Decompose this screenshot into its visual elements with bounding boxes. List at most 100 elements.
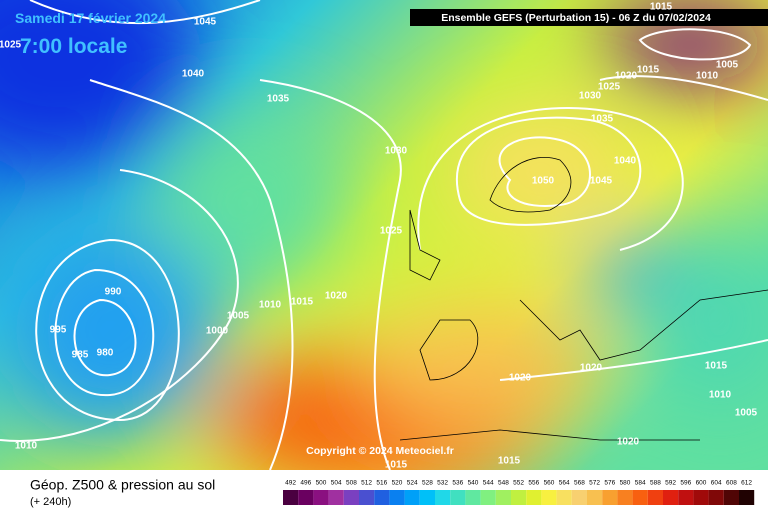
isobar-label: 1010 — [15, 441, 38, 452]
isobar-label: 1045 — [194, 17, 217, 28]
scale-label: 592 — [665, 480, 676, 487]
scale-label: 536 — [452, 480, 463, 487]
scale-label: 560 — [544, 480, 555, 487]
scale-swatch — [526, 490, 542, 505]
scale-label: 508 — [346, 480, 357, 487]
scale-swatch — [343, 490, 359, 505]
scale-swatch — [647, 490, 663, 505]
scale-label: 564 — [559, 480, 570, 487]
footer-title: Géop. Z500 & pression au sol — [30, 477, 215, 493]
scale-swatch — [632, 490, 648, 505]
scale-label: 496 — [300, 480, 311, 487]
isobar-label: 1035 — [591, 114, 614, 125]
isobar-label: 995 — [50, 325, 67, 336]
isobar-label: 1040 — [614, 156, 637, 167]
scale-swatch — [450, 490, 466, 505]
isobar-label: 1015 — [637, 65, 660, 76]
scale-label: 524 — [407, 480, 418, 487]
banner-bg — [410, 9, 768, 26]
isobar-label: 1025 — [380, 226, 403, 237]
isobar-label: 1025 — [598, 82, 621, 93]
scale-swatch — [495, 490, 511, 505]
scale-label: 608 — [726, 480, 737, 487]
scale-swatch — [556, 490, 572, 505]
isobar-label: 1015 — [650, 2, 673, 13]
scale-swatch — [571, 490, 587, 505]
isobar-label: 1010 — [696, 71, 719, 82]
isobar-label: 1035 — [267, 94, 290, 105]
scale-swatch — [739, 490, 755, 505]
scale-label: 532 — [437, 480, 448, 487]
scale-label: 580 — [620, 480, 631, 487]
scale-label: 612 — [741, 480, 752, 487]
isobar-label: 1045 — [590, 176, 613, 187]
scale-label: 540 — [468, 480, 479, 487]
map-field — [0, 0, 768, 490]
isobar-label: 1005 — [227, 311, 250, 322]
scale-label: 552 — [513, 480, 524, 487]
isobar-label: 1010 — [709, 390, 732, 401]
isobar-label: 1010 — [259, 300, 282, 311]
scale-swatch — [723, 490, 739, 505]
isobar-label: 1015 — [291, 297, 314, 308]
scale-swatch — [511, 490, 527, 505]
isobar-label: 980 — [97, 348, 114, 359]
scale-label: 568 — [574, 480, 585, 487]
scale-label: 596 — [680, 480, 691, 487]
isobar-label: 1030 — [579, 91, 602, 102]
scale-label: 588 — [650, 480, 661, 487]
scale-label: 500 — [316, 480, 327, 487]
date: Samedi 17 février 2024 — [15, 10, 166, 26]
scale-label: 604 — [711, 480, 722, 487]
isobar-label: 1025 — [0, 40, 22, 51]
scale-swatch — [708, 490, 724, 505]
scale-label: 504 — [331, 480, 342, 487]
footer-lead: (+ 240h) — [30, 496, 71, 508]
isobar-label: 1020 — [580, 363, 603, 374]
scale-label: 544 — [483, 480, 494, 487]
isobar-label: 990 — [105, 287, 122, 298]
scale-label: 572 — [589, 480, 600, 487]
scale-swatch — [328, 490, 344, 505]
scale-swatch — [313, 490, 329, 505]
isobar-label: 1000 — [206, 326, 229, 337]
isobar-label: 1020 — [509, 373, 532, 384]
isobar-label: 985 — [72, 350, 89, 361]
scale-swatch — [419, 490, 435, 505]
time: 7:00 locale — [20, 35, 127, 58]
isobar-label: 1015 — [385, 460, 408, 471]
isobar-label: 1050 — [532, 176, 555, 187]
isobar-label: 1020 — [325, 291, 348, 302]
scale-swatch — [283, 490, 299, 505]
scale-swatch — [617, 490, 633, 505]
scale-swatch — [359, 490, 375, 505]
scale-swatch — [480, 490, 496, 505]
isobar-label: 1005 — [716, 60, 739, 71]
scale-swatch — [435, 490, 451, 505]
banner: Ensemble GEFS (Perturbation 15) - 06 Z d… — [441, 12, 711, 24]
scale-swatch — [404, 490, 420, 505]
scale-swatch — [298, 490, 314, 505]
isobar-label: 1005 — [735, 408, 758, 419]
scale-label: 584 — [635, 480, 646, 487]
scale-label: 512 — [361, 480, 372, 487]
scale-swatch — [541, 490, 557, 505]
isobar-label: 1030 — [385, 146, 408, 157]
scale-label: 600 — [696, 480, 707, 487]
isobar-label: 1015 — [498, 456, 521, 467]
isobar-label: 1015 — [705, 361, 728, 372]
scale-swatch — [587, 490, 603, 505]
scale-swatch — [602, 490, 618, 505]
isobar-label: 1040 — [182, 69, 205, 80]
scale-swatch — [678, 490, 694, 505]
scale-label: 528 — [422, 480, 433, 487]
scale-swatch — [465, 490, 481, 505]
isobar-label: 1020 — [617, 437, 640, 448]
scale-swatch — [663, 490, 679, 505]
scale-label: 516 — [376, 480, 387, 487]
copyright: Copyright © 2024 Meteociel.fr — [306, 445, 454, 457]
scale-label: 556 — [528, 480, 539, 487]
scale-label: 548 — [498, 480, 509, 487]
